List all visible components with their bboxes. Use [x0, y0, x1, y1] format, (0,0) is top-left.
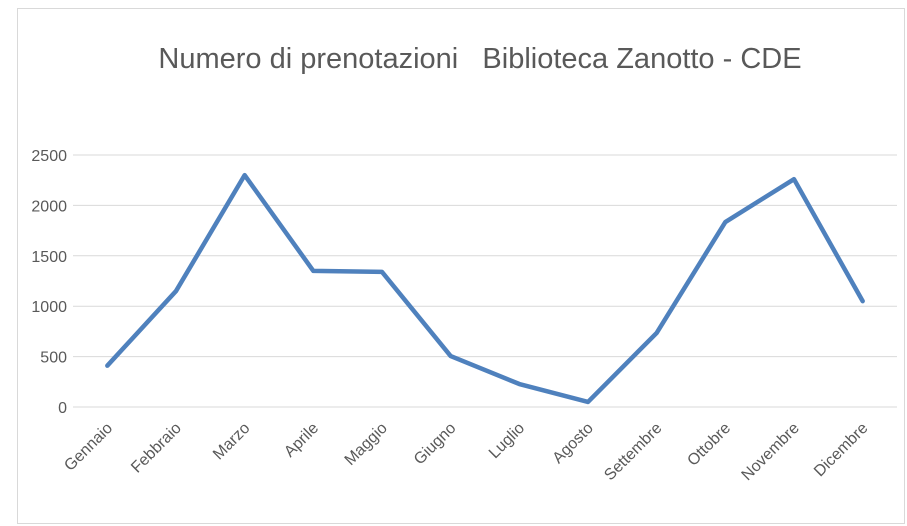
x-tick-label: Marzo	[210, 420, 254, 464]
x-tick-label: Gennaio	[61, 420, 116, 475]
x-tick-label: Maggio	[342, 420, 391, 469]
x-tick-label: Settembre	[601, 420, 665, 484]
x-tick-label: Febbraio	[128, 420, 185, 477]
x-tick-label: Dicembre	[811, 420, 872, 481]
x-tick-label: Agosto	[550, 420, 597, 467]
x-tick-label: Ottobre	[684, 420, 734, 470]
y-tick-label: 500	[40, 350, 67, 367]
x-tick-label: Luglio	[486, 420, 528, 462]
y-tick-label: 1000	[31, 299, 67, 316]
x-tick-label: Aprile	[281, 420, 322, 461]
y-tick-label: 2000	[31, 198, 67, 215]
chart-frame	[17, 8, 905, 524]
series-line	[105, 172, 865, 405]
y-tick-label: 0	[58, 400, 67, 417]
x-tick-label: Novembre	[739, 420, 803, 484]
x-tick-label: Giugno	[411, 420, 460, 469]
y-tick-label: 2500	[31, 148, 67, 165]
chart-title: Numero di prenotazioni Biblioteca Zanott…	[158, 43, 802, 75]
y-tick-label: 1500	[31, 249, 67, 266]
